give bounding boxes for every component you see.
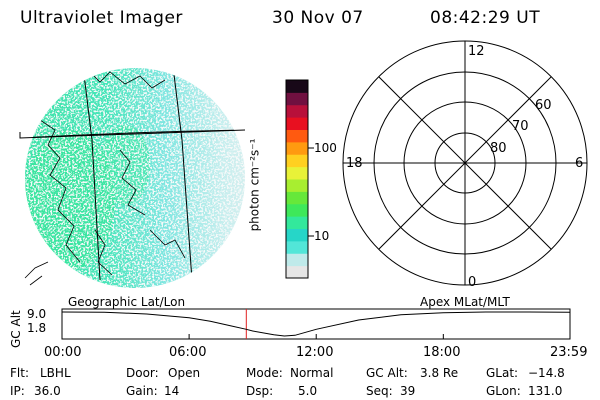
- x-tick-1800: 18:00: [423, 345, 461, 360]
- colorbar-segment: [286, 265, 308, 279]
- instrument-title: Ultraviolet Imager: [20, 8, 183, 28]
- colorbar-segment: [286, 129, 308, 143]
- gain-label: Gain:: [126, 384, 158, 398]
- dsp-value: 5.0: [298, 384, 318, 398]
- colorbar-tick-10: 10: [314, 229, 330, 243]
- date-label: 30 Nov 07: [272, 8, 364, 28]
- flt-value: LBHL: [40, 366, 71, 380]
- glon-label: GLon:: [486, 384, 521, 398]
- mlt-label-0: 0: [468, 275, 477, 290]
- mode-value: Normal: [290, 366, 334, 380]
- dsp-label: Dsp:: [246, 384, 274, 398]
- glat-label: GLat:: [486, 366, 519, 380]
- x-tick-2359: 23:59: [550, 345, 588, 360]
- geographic-caption: Geographic Lat/Lon: [68, 295, 186, 309]
- colorbar-segment: [286, 141, 308, 155]
- seq-label: Seq:: [366, 384, 393, 398]
- x-tick-0000: 00:00: [44, 345, 82, 360]
- colorbar-segment: [286, 92, 308, 106]
- door-label: Door:: [126, 366, 159, 380]
- lat-label-70: 70: [512, 119, 529, 134]
- lat-label-60: 60: [535, 98, 552, 113]
- gc-alt-ylabel: GC Alt: [9, 310, 23, 348]
- mlt-label-12: 12: [468, 44, 485, 59]
- altitude-series-line: [61, 311, 571, 337]
- apex-caption: Apex MLat/MLT: [420, 295, 510, 309]
- y-tick-9: 9.0: [27, 307, 47, 321]
- x-tick-1200: 12:00: [296, 345, 334, 360]
- colorbar-segment: [286, 80, 308, 93]
- colorbar-segment: [286, 228, 308, 242]
- colorbar-segment: [286, 191, 308, 205]
- time-label: 08:42:29 UT: [430, 8, 541, 28]
- flt-label: Flt:: [10, 366, 29, 380]
- door-value: Open: [168, 366, 201, 380]
- ip-value: 36.0: [34, 384, 61, 398]
- ip-label: IP:: [10, 384, 25, 398]
- mlt-label-18: 18: [346, 156, 363, 171]
- lat-label-80: 80: [490, 141, 507, 156]
- y-tick-1-8: 1.8: [27, 321, 47, 335]
- x-tick-0600: 06:00: [169, 345, 207, 360]
- glat-value: −14.8: [528, 366, 565, 380]
- colorbar-segment: [286, 203, 308, 217]
- colorbar-segment: [286, 166, 308, 180]
- colorbar-segment: [286, 216, 308, 229]
- glon-value: 131.0: [528, 384, 563, 398]
- colorbar-segment: [286, 104, 308, 118]
- colorbar-segment: [286, 253, 308, 267]
- gcalt-value: 3.8 Re: [420, 366, 459, 380]
- colorbar-segment: [286, 179, 308, 192]
- gain-value: 14: [164, 384, 180, 398]
- mlt-label-6: 6: [575, 156, 584, 171]
- colorbar-segment: [286, 240, 308, 254]
- gcalt-label: GC Alt:: [366, 366, 408, 380]
- mode-label: Mode:: [246, 366, 283, 380]
- seq-value: 39: [400, 384, 416, 398]
- colorbar-segment: [286, 117, 308, 130]
- colorbar-tick-100: 100: [314, 141, 337, 155]
- colorbar-segment: [286, 154, 308, 168]
